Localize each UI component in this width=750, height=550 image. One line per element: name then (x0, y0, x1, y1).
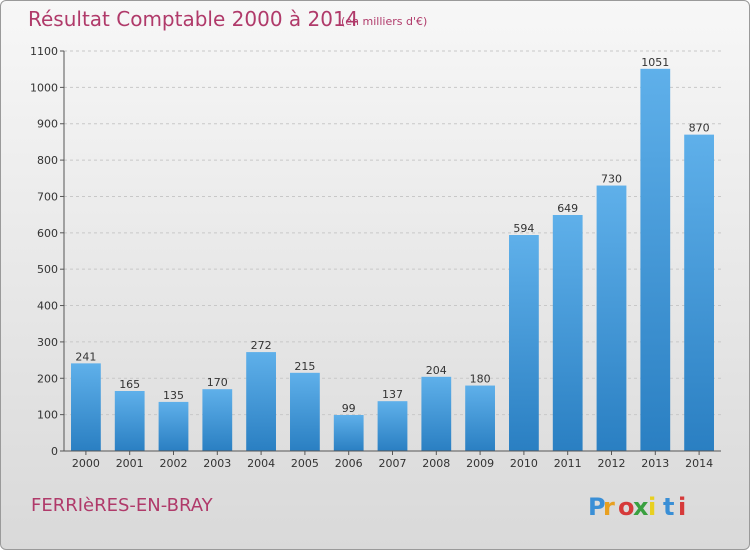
y-tick-label: 0 (51, 445, 58, 458)
x-tick-label: 2003 (203, 457, 231, 470)
bar (377, 401, 408, 451)
x-tick-label: 2013 (641, 457, 669, 470)
bar-value-label: 272 (251, 339, 272, 352)
logo-letter: x (633, 493, 649, 521)
y-tick-label: 400 (37, 300, 58, 313)
bar (596, 185, 627, 451)
commune-name: FERRIèRES-EN-BRAY (31, 495, 213, 516)
chart-title: Résultat Comptable 2000 à 2014 (28, 7, 359, 31)
bar-value-label: 870 (689, 122, 710, 135)
bar-value-label: 165 (119, 378, 140, 391)
bar-value-label: 204 (426, 364, 447, 377)
bar-value-label: 241 (75, 350, 96, 363)
x-tick-label: 2012 (598, 457, 626, 470)
bar-value-label: 215 (294, 360, 315, 373)
x-tick-label: 2000 (72, 457, 100, 470)
bar-value-label: 649 (557, 202, 578, 215)
y-tick-label: 100 (37, 409, 58, 422)
bar-value-label: 135 (163, 389, 184, 402)
x-tick-label: 2005 (291, 457, 319, 470)
bar (333, 415, 364, 451)
bar-value-label: 180 (470, 373, 491, 386)
bar-value-label: 137 (382, 388, 403, 401)
y-tick-label: 600 (37, 227, 58, 240)
x-tick-label: 2010 (510, 457, 538, 470)
y-tick-label: 300 (37, 336, 58, 349)
y-tick-label: 500 (37, 263, 58, 276)
bar-value-label: 170 (207, 376, 228, 389)
logo-letter: t (663, 493, 674, 521)
logo-letter: r (603, 493, 615, 521)
x-tick-label: 2011 (554, 457, 582, 470)
bars-layer: 241 165 135 170 272 215 99 137 204 180 594 649 730 10… (71, 56, 714, 452)
x-tick-label: 2014 (685, 457, 713, 470)
x-tick-label: 2008 (422, 457, 450, 470)
bar (114, 391, 145, 451)
bar (465, 385, 495, 451)
y-tick-label: 900 (37, 118, 58, 131)
bar (246, 352, 276, 451)
bar (552, 215, 583, 451)
y-tick-label: 700 (37, 190, 58, 203)
y-tick-label: 800 (37, 154, 58, 167)
bar (290, 372, 320, 451)
logo-letter: i (678, 493, 686, 521)
y-tick-label: 200 (37, 372, 58, 385)
x-tick-label: 2007 (379, 457, 407, 470)
bar-value-label: 1051 (641, 56, 669, 69)
chart-subtitle: (en milliers d'€) (341, 15, 428, 28)
y-tick-label: 1000 (30, 81, 58, 94)
x-tick-label: 2009 (466, 457, 494, 470)
bar (202, 389, 233, 451)
logo-letter: i (648, 493, 656, 521)
bar (421, 376, 452, 451)
bar (158, 401, 189, 451)
logo-letter: P (588, 493, 606, 521)
x-tick-label: 2001 (116, 457, 144, 470)
bar (684, 134, 714, 452)
bar-value-label: 99 (342, 402, 356, 415)
proxiti-logo: Pr ox i t i (588, 493, 686, 521)
bar (71, 363, 101, 451)
y-tick-label: 1100 (30, 45, 58, 58)
x-tick-label: 2004 (247, 457, 275, 470)
bar-value-label: 594 (513, 222, 534, 235)
logo-letter: o (618, 493, 635, 521)
axes-layer: 0 100 200 300 400 500 600 700 800 900 1000 1100 2000… (30, 45, 721, 470)
x-tick-label: 2006 (335, 457, 363, 470)
bar (509, 235, 539, 451)
bar-value-label: 730 (601, 173, 622, 186)
bar (640, 68, 671, 452)
x-tick-label: 2002 (160, 457, 188, 470)
